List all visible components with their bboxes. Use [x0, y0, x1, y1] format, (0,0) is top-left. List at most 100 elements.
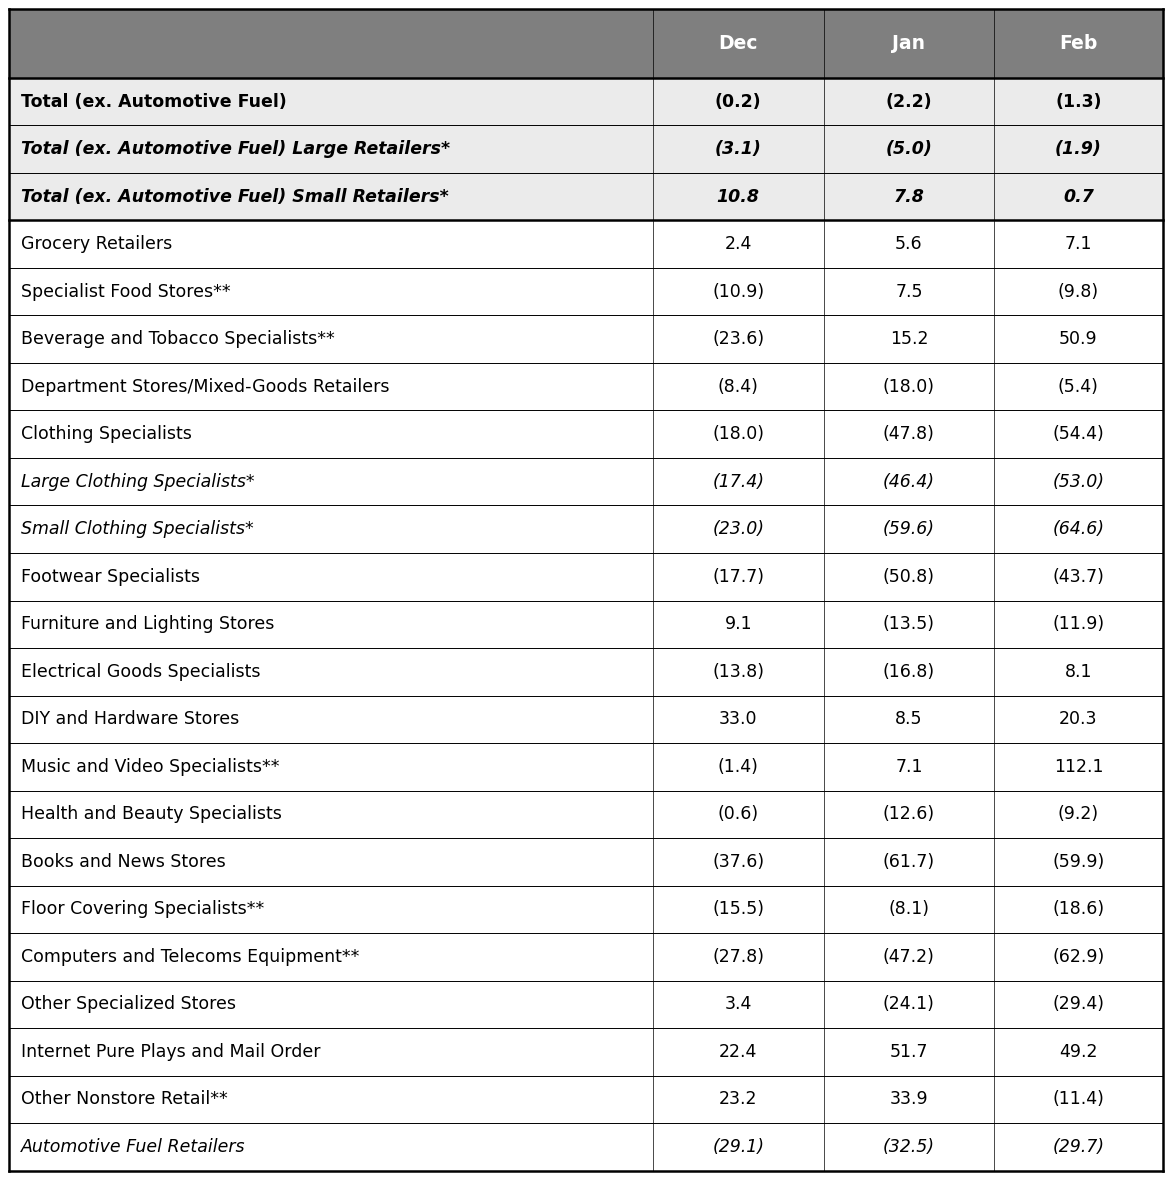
- Text: (37.6): (37.6): [713, 853, 764, 871]
- Text: 49.2: 49.2: [1059, 1043, 1098, 1061]
- Text: 50.9: 50.9: [1059, 330, 1098, 348]
- Text: (13.5): (13.5): [883, 615, 935, 634]
- Bar: [9, 553, 1163, 601]
- Text: (1.9): (1.9): [1055, 140, 1102, 158]
- Bar: [9, 363, 1163, 411]
- Bar: [9, 505, 1163, 553]
- Text: (27.8): (27.8): [713, 948, 764, 965]
- Text: (59.6): (59.6): [883, 520, 935, 538]
- Text: 10.8: 10.8: [717, 188, 759, 205]
- Text: (16.8): (16.8): [883, 663, 935, 681]
- Bar: [9, 78, 1163, 125]
- Text: 7.1: 7.1: [1064, 235, 1092, 254]
- Text: Beverage and Tobacco Specialists**: Beverage and Tobacco Specialists**: [21, 330, 335, 348]
- Text: Total (ex. Automotive Fuel) Small Retailers*: Total (ex. Automotive Fuel) Small Retail…: [21, 188, 449, 205]
- Bar: [9, 838, 1163, 885]
- Text: (32.5): (32.5): [883, 1138, 935, 1155]
- Text: (23.0): (23.0): [713, 520, 764, 538]
- Text: Furniture and Lighting Stores: Furniture and Lighting Stores: [21, 615, 274, 634]
- Bar: [9, 648, 1163, 695]
- Text: 23.2: 23.2: [718, 1090, 757, 1108]
- Text: (53.0): (53.0): [1052, 473, 1104, 491]
- Text: (11.9): (11.9): [1052, 615, 1104, 634]
- Text: Footwear Specialists: Footwear Specialists: [21, 568, 200, 585]
- Bar: [9, 601, 1163, 648]
- Text: (9.2): (9.2): [1058, 805, 1099, 824]
- Text: 8.5: 8.5: [895, 710, 922, 728]
- Text: Dec: Dec: [718, 34, 758, 53]
- Text: 0.7: 0.7: [1063, 188, 1093, 205]
- Text: (18.0): (18.0): [883, 378, 935, 395]
- Text: (0.2): (0.2): [715, 93, 762, 111]
- Text: 8.1: 8.1: [1064, 663, 1092, 681]
- Text: (54.4): (54.4): [1052, 425, 1104, 444]
- Text: 51.7: 51.7: [890, 1043, 928, 1061]
- Text: (29.1): (29.1): [713, 1138, 764, 1155]
- Text: (50.8): (50.8): [883, 568, 935, 585]
- Text: (3.1): (3.1): [715, 140, 762, 158]
- Text: 3.4: 3.4: [724, 995, 752, 1014]
- Text: Other Nonstore Retail**: Other Nonstore Retail**: [21, 1090, 227, 1108]
- Text: (5.0): (5.0): [886, 140, 933, 158]
- Text: 2.4: 2.4: [724, 235, 752, 254]
- Text: 7.5: 7.5: [895, 283, 922, 301]
- Text: (17.7): (17.7): [713, 568, 764, 585]
- Text: (59.9): (59.9): [1052, 853, 1104, 871]
- Text: Automotive Fuel Retailers: Automotive Fuel Retailers: [21, 1138, 245, 1155]
- Text: Total (ex. Automotive Fuel): Total (ex. Automotive Fuel): [21, 93, 287, 111]
- Bar: [9, 885, 1163, 933]
- Text: Electrical Goods Specialists: Electrical Goods Specialists: [21, 663, 260, 681]
- Bar: [653, 9, 824, 78]
- Text: 20.3: 20.3: [1059, 710, 1098, 728]
- Text: (15.5): (15.5): [713, 900, 764, 918]
- Text: (64.6): (64.6): [1052, 520, 1104, 538]
- Text: (2.2): (2.2): [886, 93, 932, 111]
- Text: Clothing Specialists: Clothing Specialists: [21, 425, 192, 444]
- Text: (0.6): (0.6): [717, 805, 758, 824]
- Bar: [994, 9, 1163, 78]
- Bar: [9, 1075, 1163, 1123]
- Text: 33.0: 33.0: [718, 710, 757, 728]
- Text: Other Specialized Stores: Other Specialized Stores: [21, 995, 236, 1014]
- Text: (43.7): (43.7): [1052, 568, 1104, 585]
- Text: (11.4): (11.4): [1052, 1090, 1104, 1108]
- Text: (24.1): (24.1): [883, 995, 935, 1014]
- Text: 9.1: 9.1: [724, 615, 752, 634]
- Text: (1.3): (1.3): [1055, 93, 1102, 111]
- Bar: [824, 9, 994, 78]
- Bar: [9, 173, 1163, 221]
- Text: (29.7): (29.7): [1052, 1138, 1104, 1155]
- Text: Floor Covering Specialists**: Floor Covering Specialists**: [21, 900, 264, 918]
- Text: (9.8): (9.8): [1058, 283, 1099, 301]
- Text: Large Clothing Specialists*: Large Clothing Specialists*: [21, 473, 254, 491]
- Text: (8.4): (8.4): [717, 378, 758, 395]
- Text: 22.4: 22.4: [720, 1043, 757, 1061]
- Text: (18.0): (18.0): [713, 425, 764, 444]
- Text: (1.4): (1.4): [717, 758, 758, 775]
- Text: Total (ex. Automotive Fuel) Large Retailers*: Total (ex. Automotive Fuel) Large Retail…: [21, 140, 450, 158]
- Bar: [9, 743, 1163, 791]
- Text: (8.1): (8.1): [888, 900, 929, 918]
- Text: Books and News Stores: Books and News Stores: [21, 853, 226, 871]
- Text: (46.4): (46.4): [883, 473, 935, 491]
- Text: (61.7): (61.7): [883, 853, 935, 871]
- Text: Computers and Telecoms Equipment**: Computers and Telecoms Equipment**: [21, 948, 360, 965]
- Text: Specialist Food Stores**: Specialist Food Stores**: [21, 283, 231, 301]
- Bar: [9, 933, 1163, 981]
- Text: 15.2: 15.2: [890, 330, 928, 348]
- Bar: [9, 9, 653, 78]
- Bar: [9, 458, 1163, 505]
- Text: 33.9: 33.9: [890, 1090, 928, 1108]
- Text: Feb: Feb: [1059, 34, 1098, 53]
- Bar: [9, 1123, 1163, 1171]
- Text: Music and Video Specialists**: Music and Video Specialists**: [21, 758, 279, 775]
- Text: DIY and Hardware Stores: DIY and Hardware Stores: [21, 710, 239, 728]
- Text: 7.8: 7.8: [893, 188, 925, 205]
- Bar: [9, 125, 1163, 173]
- Text: (18.6): (18.6): [1052, 900, 1104, 918]
- Text: (47.2): (47.2): [883, 948, 935, 965]
- Text: (13.8): (13.8): [713, 663, 764, 681]
- Bar: [9, 315, 1163, 363]
- Text: Small Clothing Specialists*: Small Clothing Specialists*: [21, 520, 253, 538]
- Bar: [9, 981, 1163, 1028]
